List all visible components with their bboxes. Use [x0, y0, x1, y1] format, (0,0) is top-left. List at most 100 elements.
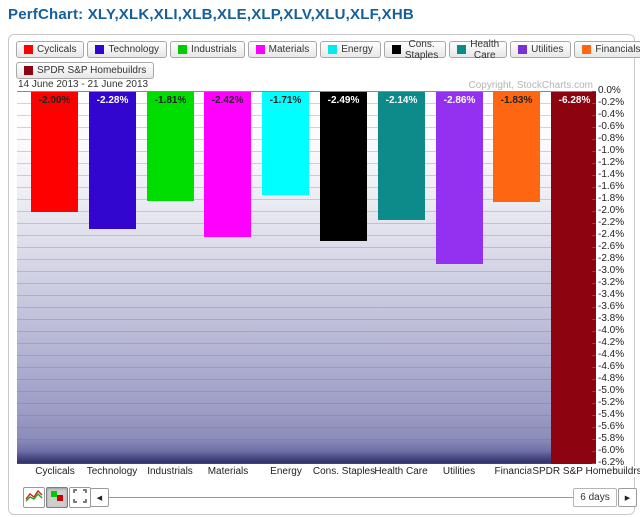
time-slider-track[interactable]	[109, 497, 573, 498]
y-tick-label: -5.6%	[592, 422, 624, 432]
legend-item-cons-staples[interactable]: Cons. Staples	[383, 39, 447, 61]
y-tick-mark	[592, 282, 596, 284]
y-tick-mark	[592, 126, 596, 128]
y-tick-label: -3.2%	[592, 278, 624, 288]
legend-item-health-care[interactable]: Health Care	[449, 39, 508, 61]
x-axis-label: Financials	[494, 466, 540, 477]
y-tick-label: -4.8%	[592, 374, 624, 384]
y-tick-label: -4.0%	[592, 326, 624, 336]
x-axis-label: Cons. Staples	[312, 466, 376, 477]
x-axis: Cyclicals Technology Industrials Materials E…	[17, 466, 640, 479]
y-tick-label: -4.6%	[592, 362, 624, 372]
y-tick-label: -2.4%	[592, 230, 624, 240]
line-chart-icon	[25, 489, 43, 506]
legend-color-swatch	[255, 45, 265, 54]
x-axis-label: Industrials	[147, 466, 193, 477]
perfchart-widget: Cyclicals Technology Industrials Materials E…	[8, 34, 640, 515]
y-tick-label: -1.8%	[592, 194, 624, 204]
legend-item-industrials[interactable]: Industrials	[170, 41, 245, 58]
scroll-left-button[interactable]: ◀	[90, 488, 109, 507]
y-tick-mark	[592, 306, 596, 308]
y-tick-label: -5.2%	[592, 398, 624, 408]
y-tick-label: -3.8%	[592, 314, 624, 324]
y-tick-mark	[592, 222, 596, 224]
y-tick-label: -6.0%	[592, 446, 624, 456]
left-arrow-icon: ◀	[96, 493, 103, 502]
legend-item-technology[interactable]: Technology	[87, 41, 168, 58]
legend-color-swatch	[24, 66, 33, 75]
date-range-label: 14 June 2013 - 21 June 2013	[18, 79, 149, 90]
y-tick-mark	[592, 114, 596, 116]
right-arrow-icon: ▶	[624, 493, 631, 502]
perf-bar-1: -2.00%	[31, 92, 78, 212]
y-tick-mark	[592, 258, 596, 260]
legend-color-swatch	[178, 45, 188, 54]
fullscreen-button[interactable]	[69, 487, 91, 508]
y-tick-mark	[592, 426, 596, 428]
y-tick-mark	[592, 390, 596, 392]
y-tick-label: -0.8%	[592, 134, 624, 144]
y-tick-label: -2.6%	[592, 242, 624, 252]
y-tick-mark	[592, 186, 596, 188]
y-tick-mark	[592, 198, 596, 200]
legend-color-swatch	[328, 45, 338, 54]
y-tick-mark	[592, 162, 596, 164]
period-display[interactable]: 6 days	[573, 488, 617, 507]
perf-bar-7: -2.14%	[378, 92, 425, 220]
x-axis-label: Health Care	[374, 466, 428, 477]
y-tick-mark	[592, 438, 596, 440]
y-tick-label: 0.0%	[592, 86, 621, 96]
legend-color-swatch	[582, 45, 592, 54]
y-tick-label: -0.2%	[592, 98, 624, 108]
y-tick-label: -3.6%	[592, 302, 624, 312]
y-tick-mark	[592, 138, 596, 140]
legend-item-label: Industrials	[191, 44, 237, 55]
bar-value-label: -2.00%	[38, 95, 71, 106]
bar-value-label: -1.71%	[269, 95, 302, 106]
y-tick-mark	[592, 174, 596, 176]
legend-item-label: Financials	[595, 44, 640, 55]
y-tick-label: -6.2%	[592, 458, 624, 468]
bar-value-label: -1.81%	[154, 95, 187, 106]
line-chart-mode-button[interactable]	[23, 487, 45, 508]
legend-item-label: Technology	[108, 44, 160, 55]
perf-bar-9: -1.83%	[493, 92, 540, 202]
perf-bar-10: -6.28%	[551, 92, 596, 464]
y-tick-mark	[592, 378, 596, 380]
legend-item-label: SPDR S&P Homebuildrs	[37, 65, 147, 76]
perf-bar-8: -2.86%	[436, 92, 483, 264]
y-tick-label: -1.4%	[592, 170, 624, 180]
y-tick-label: -1.2%	[592, 158, 624, 168]
y-tick-label: -5.4%	[592, 410, 624, 420]
scroll-right-button[interactable]: ▶	[618, 488, 637, 507]
histogram-mode-button[interactable]	[46, 487, 68, 508]
legend-item-spdr-s-p-homebuildrs[interactable]: SPDR S&P Homebuildrs	[16, 62, 155, 79]
y-tick-label: -3.0%	[592, 266, 624, 276]
y-tick-label: -1.0%	[592, 146, 624, 156]
y-tick-mark	[592, 210, 596, 212]
legend-color-swatch	[457, 45, 467, 54]
y-tick-mark	[592, 150, 596, 152]
legend-item-materials[interactable]: Materials	[247, 41, 318, 58]
legend-item-energy[interactable]: Energy	[320, 41, 381, 58]
perf-bar-3: -1.81%	[147, 92, 194, 201]
legend-item-label: Materials	[268, 44, 310, 55]
legend-item-label: Utilities	[531, 44, 564, 55]
perf-bar-5: -1.71%	[262, 92, 309, 195]
perf-bar-6: -2.49%	[320, 92, 367, 241]
y-tick-label: -5.8%	[592, 434, 624, 444]
y-tick-mark	[592, 246, 596, 248]
legend-item-financials[interactable]: Financials	[574, 41, 640, 58]
y-tick-label: -3.4%	[592, 290, 624, 300]
bar-value-label: -1.83%	[500, 95, 533, 106]
legend-item-utilities[interactable]: Utilities	[510, 41, 572, 58]
y-tick-mark	[592, 270, 596, 272]
legend-row-2: SPDR S&P Homebuildrs	[16, 62, 155, 79]
bar-value-label: -2.86%	[443, 95, 476, 106]
legend-item-cyclicals[interactable]: Cyclicals	[16, 41, 85, 58]
y-tick-mark	[592, 462, 596, 464]
x-axis-label: SPDR S&P Homebuildrs	[531, 466, 640, 477]
y-tick-mark	[592, 102, 596, 104]
chart-toolbar: ◀ 6 days ▶	[9, 487, 637, 511]
y-tick-mark	[592, 330, 596, 332]
